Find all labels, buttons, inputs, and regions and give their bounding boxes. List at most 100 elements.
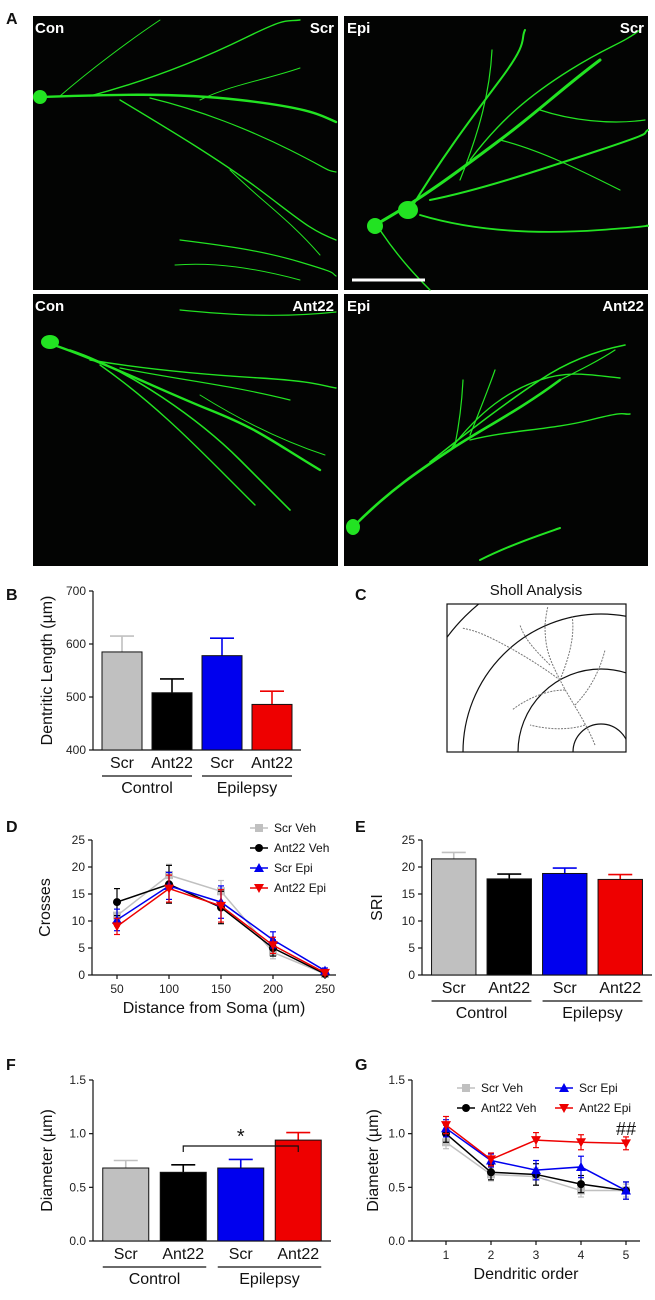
- chart-f-bar: [274, 1139, 322, 1242]
- chart-d-y-tick-label: 10: [72, 914, 86, 928]
- micrograph-con-scr-right-label: Scr: [310, 20, 334, 37]
- chart-f-bar: [217, 1167, 265, 1242]
- chart-e-y-tick-label: 15: [402, 887, 416, 901]
- chart-g-marker: [576, 1138, 586, 1148]
- sholl-diagram: Sholl Analysis: [446, 582, 627, 753]
- micrograph-epi-scr-left-label: Epi: [347, 20, 370, 37]
- chart-b-group-label: Epilepsy: [217, 780, 277, 797]
- chart-f-y-tick-label: 1.0: [69, 1127, 86, 1141]
- panel-label-c: C: [355, 587, 367, 604]
- micrograph-con-ant22-right-label: Ant22: [292, 298, 334, 315]
- chart-e-category-label: Scr: [442, 980, 467, 997]
- chart-e-bar: [431, 858, 477, 976]
- chart-b-category-label: Scr: [110, 755, 135, 772]
- chart-e-sri: 0 5 10 15 20 25 Scr Ant22 Scr Ant22 Control Epileps…: [369, 833, 652, 1022]
- chart-d-y-tick-label: 0: [78, 968, 85, 982]
- chart-e-category-label: Scr: [553, 980, 578, 997]
- chart-b-group-label: Control: [121, 780, 173, 797]
- chart-f-category-label: Ant22: [277, 1246, 319, 1263]
- chart-e-y-tick-label: 25: [402, 833, 416, 847]
- panel-label-g: G: [355, 1057, 367, 1074]
- chart-g-x-tick-label: 5: [623, 1248, 630, 1262]
- chart-f-bar: [102, 1167, 150, 1242]
- chart-g-legend-marker: [462, 1084, 470, 1092]
- micrograph-epi-ant22: [344, 294, 648, 566]
- micrograph-grid: Con Scr Epi Scr: [33, 16, 649, 566]
- chart-f-diameter: 0.0 0.5 1.0 1.5 Scr Ant22 Scr Ant22 Control Epile…: [39, 1073, 331, 1288]
- chart-g-marker: [621, 1185, 631, 1195]
- chart-g-legend-marker: [462, 1104, 470, 1112]
- chart-f-group-label: Epilepsy: [239, 1271, 299, 1288]
- panel-label-f: F: [6, 1057, 16, 1074]
- sholl-title: Sholl Analysis: [490, 582, 583, 599]
- chart-f-y-label: Diameter (µm): [39, 1109, 56, 1212]
- chart-f-bar: [159, 1171, 207, 1242]
- micrograph-epi-ant22-right-label: Ant22: [602, 298, 644, 315]
- micrograph-epi-ant22-left-label: Epi: [347, 298, 370, 315]
- chart-d-sholl-crosses: 0 5 10 15 20 25 50 100 150 200 250 Crosses Distance …: [37, 821, 336, 1017]
- micrograph-epi-scr-right-label: Scr: [620, 20, 644, 37]
- chart-e-group-label: Control: [456, 1005, 508, 1022]
- chart-g-x-label: Dendritic order: [474, 1266, 580, 1283]
- chart-b-bar: [151, 692, 193, 751]
- chart-d-y-tick-label: 20: [72, 860, 86, 874]
- panel-label-e: E: [355, 819, 366, 836]
- panel-label-a: A: [6, 11, 18, 28]
- chart-b-y-tick-label: 600: [66, 637, 86, 651]
- chart-f-y-tick-label: 0.0: [69, 1234, 86, 1248]
- chart-d-legend-marker: [254, 863, 264, 872]
- chart-d-legend-marker: [255, 844, 263, 852]
- chart-e-category-label: Ant22: [599, 980, 641, 997]
- chart-e-y-tick-label: 0: [408, 968, 415, 982]
- chart-d-marker: [320, 968, 330, 978]
- chart-g-legend-marker: [559, 1083, 569, 1092]
- chart-b-y-tick-label: 500: [66, 690, 86, 704]
- neuron-soma-2b: [367, 218, 383, 234]
- chart-d-y-tick-label: 25: [72, 833, 86, 847]
- chart-d-x-tick-label: 50: [110, 982, 124, 996]
- chart-b-y-tick-label: 700: [66, 584, 86, 598]
- chart-g-marker: [487, 1168, 495, 1177]
- chart-b-bar: [251, 703, 293, 751]
- micrograph-con-ant22-left-label: Con: [35, 298, 64, 315]
- chart-f-y-tick-label: 1.5: [69, 1073, 86, 1087]
- neuron-dendrites-3: [43, 309, 337, 511]
- chart-g-legend-label: Ant22 Veh: [481, 1101, 536, 1115]
- chart-g-x-tick-label: 1: [443, 1248, 450, 1262]
- chart-e-bar: [486, 878, 532, 976]
- sholl-ring-3: [462, 613, 626, 752]
- chart-e-bar: [597, 878, 643, 976]
- chart-g-marker: [531, 1165, 541, 1175]
- chart-d-legend-label: Scr Veh: [274, 821, 316, 835]
- sholl-neuron-trace: [461, 605, 606, 746]
- chart-g-legend-label: Scr Epi: [579, 1081, 618, 1095]
- panel-label-b: B: [6, 587, 18, 604]
- chart-g-y-tick-label: 1.0: [388, 1127, 405, 1141]
- chart-e-y-tick-label: 5: [408, 941, 415, 955]
- chart-g-diameter-order: 0.0 0.5 1.0 1.5 1 2 3 4 5 Diameter (µm) Dendritic …: [365, 1073, 640, 1283]
- chart-f-significance-label: *: [237, 1126, 245, 1148]
- chart-g-marker: [577, 1180, 585, 1189]
- neuron-soma-4: [346, 519, 360, 535]
- chart-b-y-tick-label: 400: [66, 743, 86, 757]
- neuron-dendrites-1: [38, 19, 338, 281]
- neuron-soma-1: [33, 90, 47, 104]
- chart-g-y-tick-label: 0.0: [388, 1234, 405, 1248]
- chart-f-category-label: Scr: [114, 1246, 139, 1263]
- chart-d-x-tick-label: 150: [211, 982, 231, 996]
- chart-b-y-label: Dentritic Length (µm): [39, 596, 56, 746]
- chart-f-significance-bracket: [182, 1145, 299, 1152]
- chart-g-significance-label: ##: [616, 1119, 636, 1139]
- chart-e-bar: [542, 872, 588, 976]
- chart-b-category-label: Ant22: [151, 755, 193, 772]
- chart-f-y-tick-label: 0.5: [69, 1180, 86, 1194]
- chart-e-y-tick-label: 10: [402, 914, 416, 928]
- chart-g-legend-label: Ant22 Epi: [579, 1101, 631, 1115]
- chart-d-marker: [112, 922, 122, 932]
- chart-g-marker: [441, 1121, 451, 1131]
- chart-b-bar: [201, 655, 243, 751]
- sholl-frame: [446, 603, 627, 753]
- chart-g-x-tick-label: 2: [488, 1248, 495, 1262]
- chart-d-marker: [268, 941, 278, 951]
